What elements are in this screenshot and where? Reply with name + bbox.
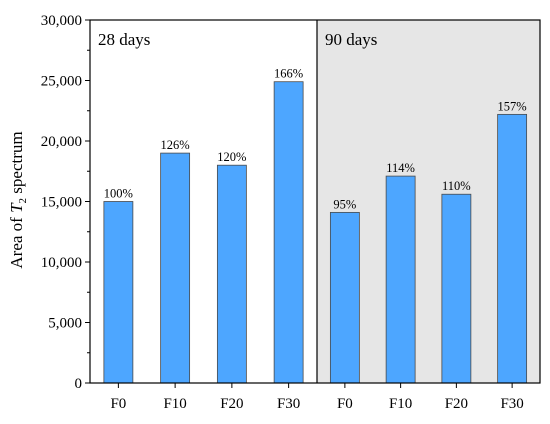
bar-f30-panel1: [273, 81, 304, 384]
y-tick-label: 15,000: [41, 195, 82, 211]
x-tick-label: F20: [220, 396, 243, 412]
x-tick-label: F0: [110, 396, 126, 412]
x-axis-ticks: F0 F10 F20 F30 F0 F10 F20 F30: [110, 383, 524, 412]
plot-frame: 28 days 90 days: [89, 19, 541, 384]
y-tick-label: 20,000: [41, 134, 82, 150]
y-tick-label: 25,000: [41, 74, 82, 90]
bar-value-label: 95%: [333, 197, 356, 211]
x-tick-label: F30: [277, 396, 300, 412]
x-tick-label: F0: [337, 396, 353, 412]
x-tick-label: F30: [500, 396, 523, 412]
bar-f20-panel2: [441, 193, 472, 384]
y-tick-label: 5,000: [48, 316, 82, 332]
bar-value-label: 120%: [217, 150, 246, 164]
panel-title-2: 90 days: [325, 30, 377, 49]
bar-value-label: 114%: [386, 161, 415, 175]
bar-value-label: 100%: [104, 187, 133, 201]
bar-f30-panel2: [497, 113, 528, 384]
y-axis-ticks: 0 5,000 10,000 15,000 20,000 25,000 30,000: [41, 13, 90, 392]
bar-value-label: 126%: [161, 138, 190, 152]
plot-border: [89, 19, 541, 384]
bar-f20-panel1: [216, 164, 247, 384]
bar-value-label: 110%: [442, 179, 471, 193]
y-tick-label: 10,000: [41, 255, 82, 271]
bars: 100% 126% 120% 166% 95% 114% 110% 157%: [103, 67, 528, 384]
bar-f0-panel2: [329, 211, 360, 384]
x-tick-label: F10: [163, 396, 186, 412]
x-tick-label: F20: [445, 396, 468, 412]
y-tick-label: 30,000: [41, 13, 82, 29]
panel-title-1: 28 days: [98, 30, 150, 49]
bar-value-label: 157%: [498, 99, 527, 113]
bar-f10-panel1: [160, 152, 191, 384]
bar-f0-panel1: [103, 201, 134, 384]
y-tick-label: 0: [75, 376, 83, 392]
bar-value-label: 166%: [274, 67, 303, 81]
y-axis-title: Area of T2 spectrum: [7, 131, 29, 268]
bar-f10-panel2: [385, 175, 416, 384]
x-tick-label: F10: [389, 396, 412, 412]
